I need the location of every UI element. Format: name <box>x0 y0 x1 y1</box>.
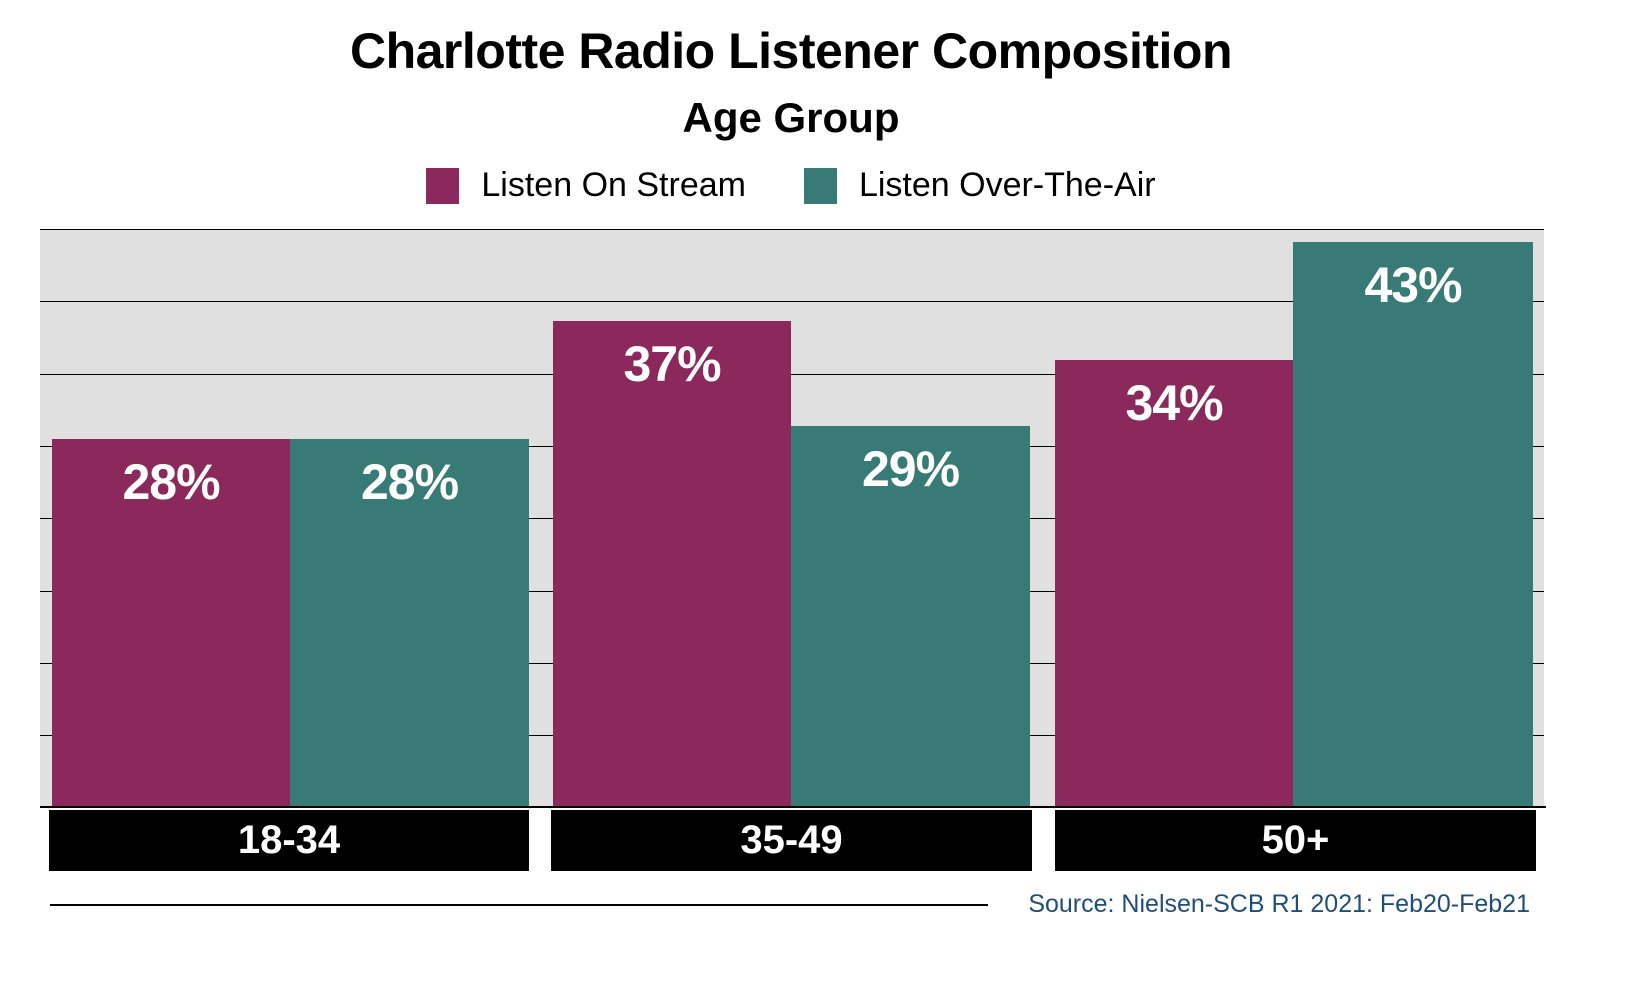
source-note: Source: Nielsen-SCB R1 2021: Feb20-Feb21 <box>1028 890 1530 918</box>
category-label: 18-34 <box>237 818 341 862</box>
bar-value-label: 37% <box>623 336 721 392</box>
bar-50-plus-over-the-air: 43% <box>1293 242 1533 807</box>
x-axis-baseline <box>40 806 1546 808</box>
legend-label-over-the-air: Listen Over-The-Air <box>858 166 1156 204</box>
bar-18-34-over-the-air: 28% <box>290 439 529 807</box>
legend-item-stream: Listen On Stream <box>426 166 746 205</box>
bar-value-label: 29% <box>861 441 960 497</box>
bar-value-label: 34% <box>1125 375 1223 431</box>
source-divider <box>50 904 988 906</box>
gridline <box>40 229 1544 230</box>
gridline <box>40 374 1544 375</box>
bar-50-plus-stream: 34% <box>1055 360 1293 807</box>
chart-subtitle: Age Group <box>682 94 900 141</box>
legend-swatch-stream <box>426 167 460 204</box>
bar-value-label: 28% <box>122 454 220 510</box>
category-18-34: 18-34 <box>49 810 529 871</box>
bar-value-label: 28% <box>360 454 459 510</box>
category-label: 35-49 <box>740 818 843 862</box>
category-35-49: 35-49 <box>551 810 1032 871</box>
bar-35-49-stream: 37% <box>553 321 791 807</box>
legend-label-stream: Listen On Stream <box>481 166 746 204</box>
legend-item-over-the-air: Listen Over-The-Air <box>803 166 1156 205</box>
legend: Listen On Stream Listen Over-The-Air <box>0 166 1582 205</box>
chart-title: Charlotte Radio Listener Composition <box>349 23 1233 79</box>
bar-35-49-over-the-air: 29% <box>791 426 1030 807</box>
plot-area: 28% 28% 37% 29% 34% 43% <box>40 229 1544 807</box>
bar-value-label: 43% <box>1364 257 1462 313</box>
category-label: 50+ <box>1261 818 1330 862</box>
bar-18-34-stream: 28% <box>52 439 290 807</box>
category-50-plus: 50+ <box>1055 810 1536 871</box>
gridline <box>40 301 1544 302</box>
legend-swatch-over-the-air <box>803 167 837 204</box>
